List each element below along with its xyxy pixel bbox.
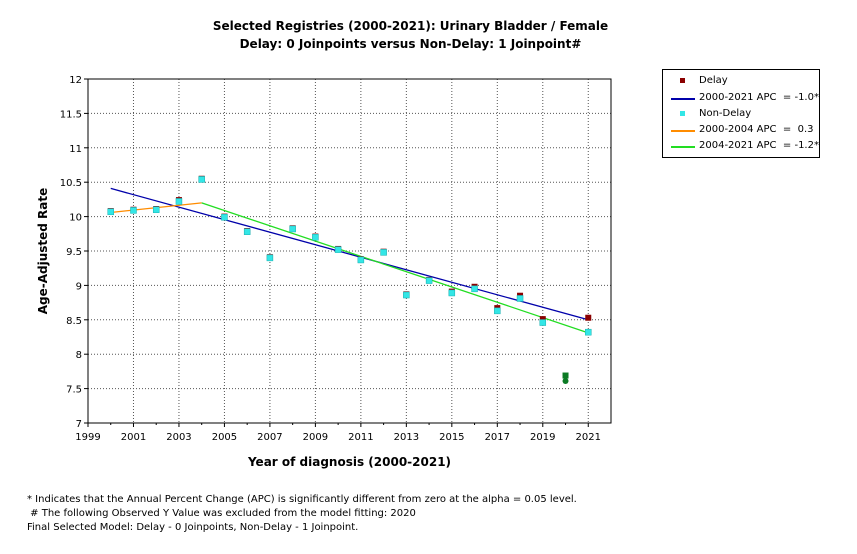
nondelay-point [471,285,478,293]
x-axis-label: Year of diagnosis (2000-2021) [247,455,451,469]
legend-line-icon [671,130,695,132]
x-tick-label: 2017 [485,432,510,443]
y-tick-label: 8.5 [66,316,82,327]
y-tick-label: 7.5 [66,385,82,396]
y-axis-label: Age-Adjusted Rate [36,188,50,315]
y-tick-label: 7 [76,419,82,430]
nondelay-point [494,307,501,315]
x-tick-label: 2015 [439,432,464,443]
legend-label: 2004-2021 APC = -1.2* [699,140,819,151]
nondelay-point [243,228,251,235]
nondelay-point [448,289,456,297]
trend-line [201,202,589,334]
nondelay-point [289,225,296,233]
x-tick-label: 2021 [576,432,601,443]
y-tick-label: 10.5 [60,178,82,189]
excluded-point [562,372,569,379]
x-tick-label: 2003 [166,432,191,443]
nondelay-point [266,254,274,262]
y-tick-label: 11.5 [60,109,82,120]
footnote-final-model: Final Selected Model: Delay - 0 Joinpoin… [27,522,359,533]
nondelay-point [107,208,114,216]
y-tick-label: 11 [69,144,82,155]
legend-item-delay-apc: 2000-2021 APC = -1.0* [663,91,819,107]
x-tick-label: 2011 [348,432,373,443]
legend-label: 2000-2021 APC = -1.0* [699,92,819,103]
x-tick-label: 2013 [394,432,419,443]
nondelay-point [312,233,319,241]
x-tick-label: 1999 [75,432,100,443]
footnote-excluded: # The following Observed Y Value was exc… [27,508,416,519]
axis-ticks: 1999 2001 2003 2005 2007 2009 2011 2013 2015 2017… [60,75,601,443]
legend-item-nondelay-apc-1: 2000-2004 APC = 0.3 [663,123,819,139]
nondelay-point [539,319,547,326]
excluded-point [562,378,569,385]
y-tick-label: 8 [76,350,82,361]
nondelay-point [175,198,183,205]
nondelay-point [516,295,524,302]
y-tick-label: 9.5 [66,247,82,258]
nondelay-point [198,176,205,183]
trend-lines [110,187,589,334]
nondelay-point [334,246,342,253]
legend-label: Delay [699,75,728,86]
nondelay-point [357,256,365,264]
legend-line-icon [671,98,695,100]
footnote-significance: * Indicates that the Annual Percent Chan… [27,494,577,505]
nondelay-point [403,291,410,299]
x-tick-label: 2001 [121,432,146,443]
legend: Delay 2000-2021 APC = -1.0* Non-Delay 20… [662,69,820,158]
y-tick-label: 10 [69,213,82,224]
legend-label: Non-Delay [699,108,752,119]
chart-title: Selected Registries (2000-2021): Urinary… [212,19,609,33]
x-tick-label: 2005 [212,432,237,443]
legend-item-nondelay-apc-2: 2004-2021 APC = -1.2* [663,139,819,155]
x-tick-label: 2009 [303,432,328,443]
x-tick-label: 2019 [530,432,555,443]
chart-subtitle: Delay: 0 Joinpoints versus Non-Delay: 1 … [239,37,582,51]
nondelay-point [585,328,592,336]
delay-point [585,314,592,321]
nondelay-point [221,214,228,221]
legend-point-icon [680,111,685,116]
legend-line-icon [671,146,695,148]
legend-item-nondelay: Non-Delay [663,107,819,123]
nondelay-point [130,207,137,214]
legend-item-delay: Delay [663,74,819,90]
trend-line [110,187,589,321]
nondelay-point [425,277,433,284]
y-tick-label: 12 [69,75,82,86]
nondelay-point [380,249,387,256]
nondelay-point [152,206,160,213]
x-tick-label: 2007 [257,432,282,443]
grid [87,78,611,424]
legend-label: 2000-2004 APC = 0.3 [699,124,814,135]
legend-point-icon [680,78,685,83]
data-points [107,175,592,385]
delay-point [539,316,546,323]
y-tick-label: 9 [76,281,82,292]
